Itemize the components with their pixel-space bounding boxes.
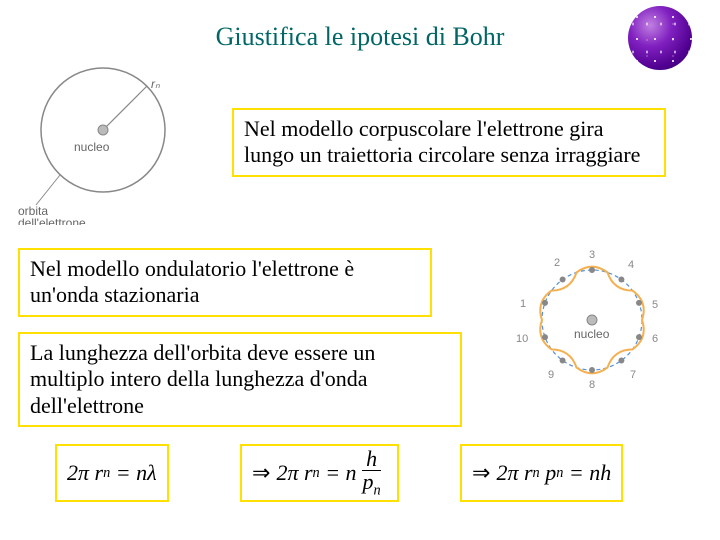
decorative-sphere	[628, 6, 692, 70]
text-box-wave-model: Nel modello ondulatorio l'elettrone è un…	[18, 248, 432, 317]
equation-3: ⇒ 2π rn pn = nh	[460, 444, 623, 502]
lobe-num: 7	[630, 369, 636, 381]
lobe-num: 9	[548, 369, 554, 381]
lobe-num: 3	[589, 249, 595, 261]
lobe-num: 1	[520, 298, 526, 310]
lobe-num: 5	[652, 299, 658, 311]
lobe-num: 6	[652, 333, 658, 345]
equation-2: ⇒ 2π rn = n hpn	[240, 444, 399, 502]
standing-wave-diagram: 1 2 3 4 5 6 7 8 9 10 nucleo	[495, 238, 690, 403]
lobe-num: 4	[628, 259, 634, 271]
lobe-num: 10	[516, 333, 528, 345]
nucleus-label-right: nucleo	[574, 327, 610, 341]
equation-1: 2π rn = nλ	[55, 444, 169, 502]
orbit-diagram: rₙ nucleo orbita dell'elettrone	[18, 55, 208, 225]
radius-label: rₙ	[151, 77, 160, 91]
page-title: Giustifica le ipotesi di Bohr	[0, 22, 720, 52]
text-box-corpuscular: Nel modello corpuscolare l'elettrone gir…	[232, 108, 666, 177]
lobe-num: 2	[554, 257, 560, 269]
text-box-orbit-length: La lunghezza dell'orbita deve essere un …	[18, 332, 462, 427]
lobe-num: 8	[589, 379, 595, 391]
nucleus-label-left: nucleo	[74, 140, 110, 154]
orbit-label: orbita dell'elettrone	[18, 204, 86, 225]
